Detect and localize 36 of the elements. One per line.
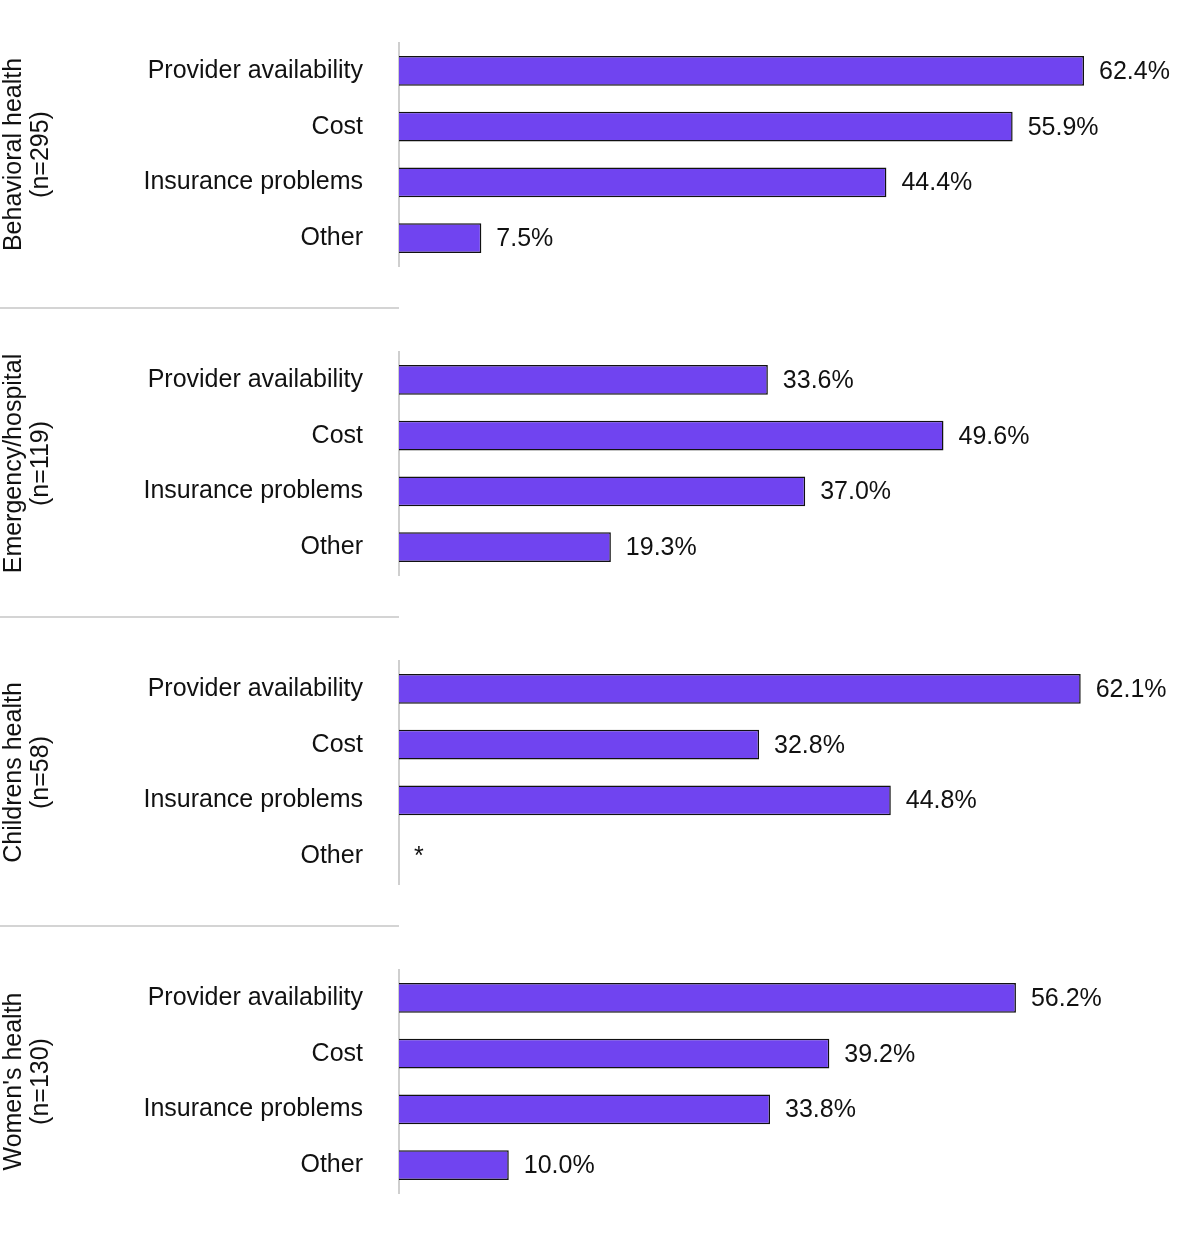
- y-tick-label: Cost: [311, 110, 364, 139]
- y-axis-title: Behavioral health (n=295): [0, 57, 54, 252]
- y-tick-label: Provider availability: [147, 981, 364, 1010]
- data-label: 33.6%: [782, 364, 854, 393]
- data-label: 62.1%: [1095, 673, 1167, 702]
- y-tick-label: Cost: [311, 1037, 364, 1066]
- y-tick-label: Provider availability: [147, 54, 364, 83]
- data-label: 33.8%: [785, 1094, 856, 1123]
- data-label: 44.4%: [901, 167, 973, 196]
- data-label: 62.4%: [1099, 55, 1170, 84]
- y-tick-label: Provider availability: [147, 363, 364, 392]
- y-tick-label: Insurance problems: [143, 784, 363, 813]
- y-axis-title: Emergency/hospital (n=119): [0, 353, 54, 574]
- data-label: 44.8%: [905, 785, 977, 814]
- y-tick-label: Cost: [311, 419, 364, 448]
- y-tick-label: Provider availability: [147, 672, 364, 701]
- data-label: 7.5%: [496, 223, 554, 252]
- data-label: 56.2%: [1030, 982, 1102, 1011]
- y-tick-label: Other: [300, 1149, 363, 1178]
- data-label: 55.9%: [1027, 111, 1099, 140]
- data-label: 49.6%: [958, 420, 1030, 449]
- y-axis-title: Childrens health (n=58): [0, 682, 54, 863]
- data-label: 32.8%: [774, 729, 845, 758]
- data-label: 19.3%: [625, 532, 697, 561]
- y-tick-label: Other: [300, 531, 363, 560]
- data-label: 10.0%: [523, 1150, 595, 1179]
- y-tick-label: Insurance problems: [143, 1093, 363, 1122]
- data-label: 39.2%: [844, 1038, 916, 1067]
- y-axis-title: Women's health (n=130): [0, 992, 54, 1171]
- y-tick-label: Other: [300, 840, 363, 869]
- y-tick-label: Cost: [311, 728, 364, 757]
- y-tick-label: Insurance problems: [143, 475, 363, 504]
- y-tick-label: Insurance problems: [143, 166, 363, 195]
- text: *: [414, 841, 424, 870]
- y-tick-label: Other: [300, 222, 363, 251]
- data-label: 37.0%: [820, 476, 892, 505]
